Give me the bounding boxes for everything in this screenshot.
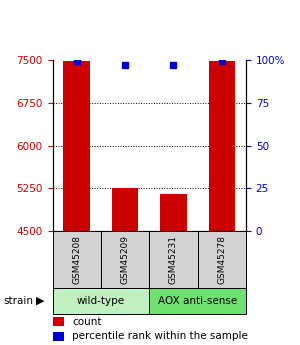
Text: count: count [72,317,102,327]
Bar [52,231,101,288]
Text: strain: strain [3,296,33,306]
Bar [52,288,149,314]
Bar [53,317,64,326]
Text: GSM45209: GSM45209 [121,235,130,284]
Bar [198,231,246,288]
Bar [112,188,138,231]
Bar [149,231,198,288]
Bar [208,61,235,231]
Bar [101,231,149,288]
Text: ▶: ▶ [36,296,45,306]
Text: GSM45231: GSM45231 [169,235,178,284]
Text: GSM45278: GSM45278 [217,235,226,284]
Text: AOX anti-sense: AOX anti-sense [158,296,237,306]
Text: wild-type: wild-type [77,296,125,306]
Bar [53,332,64,341]
Text: GSM45208: GSM45208 [72,235,81,284]
Text: percentile rank within the sample: percentile rank within the sample [72,331,248,341]
Bar [160,194,187,231]
Bar [63,61,90,231]
Bar [149,288,246,314]
